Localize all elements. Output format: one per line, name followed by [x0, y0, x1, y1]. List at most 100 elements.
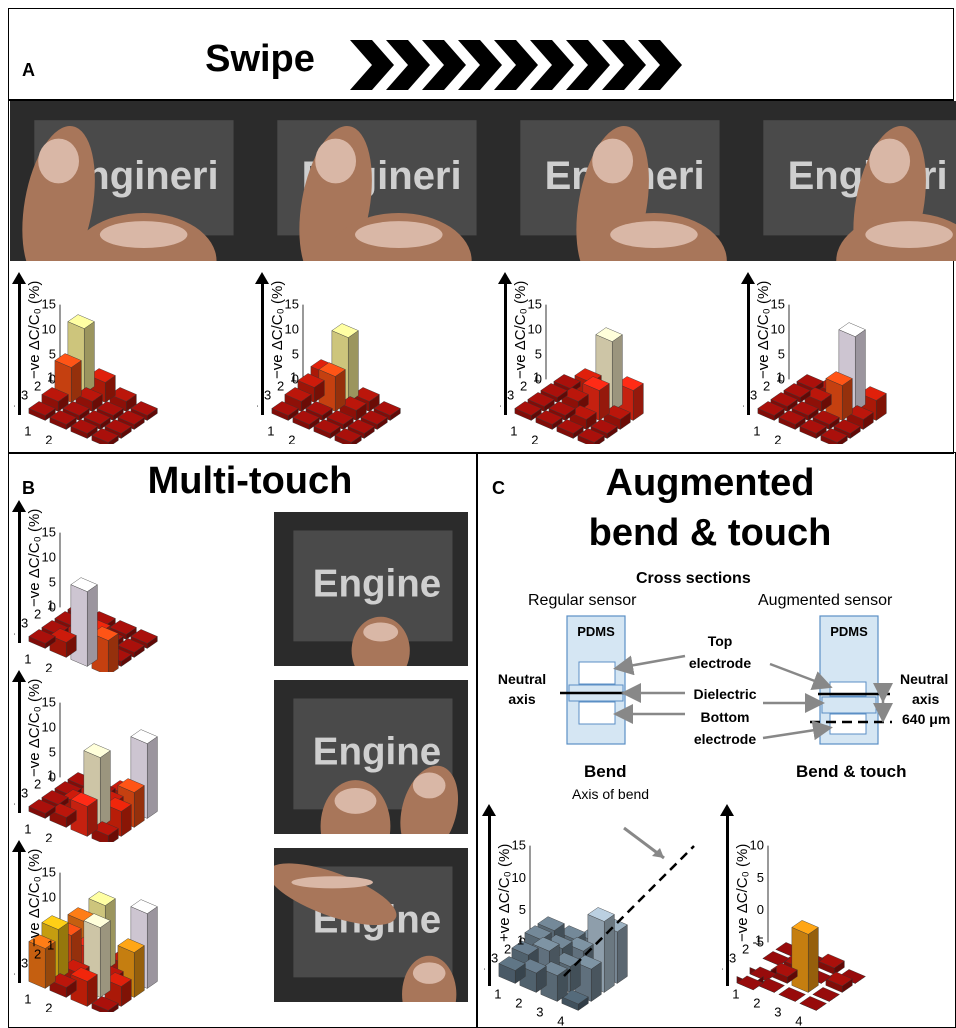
bar-r2-c2: [75, 387, 103, 412]
augmented-sensor-label: Augmented sensor: [758, 592, 893, 609]
y-tick-label: 15: [771, 297, 785, 312]
bar-r4-c3: [70, 419, 98, 439]
y-tick-label: 5: [778, 346, 785, 361]
col-tick-label: 1: [732, 987, 739, 1002]
bar-r4-c3: [556, 419, 584, 439]
bottom-electrode-label-1: Bottom: [701, 709, 750, 725]
multitouch-photo-2: Engine: [274, 680, 468, 834]
y-tick-label: 5: [535, 346, 542, 361]
bottom-electrode-arrow-right: [762, 720, 833, 741]
bar-r4-c1: [28, 401, 56, 421]
bar-r4-c4: [561, 989, 589, 1011]
row-tick-label: 3: [21, 616, 28, 631]
y-tick-label: 0: [49, 599, 56, 614]
bar-r1-c3: [817, 953, 845, 975]
row-tick-label: 1: [533, 370, 540, 385]
col-tick-label: 3: [552, 442, 559, 445]
panel-c-title-line2: bend & touch: [588, 512, 832, 554]
row-tick-label: 2: [504, 942, 511, 957]
multitouch-heatmap-chart-1: 05101512341234RowCol: [14, 525, 158, 672]
dielectric-label: Dielectric: [693, 686, 756, 702]
y-axis-label: −ve ΔC/C₀ (%): [26, 849, 43, 948]
y-axis-label: −ve ΔC/C₀ (%): [26, 281, 43, 380]
y-axis-label: −ve ΔC/C₀ (%): [734, 844, 751, 943]
y-axis-label: −ve ΔC/C₀ (%): [26, 509, 43, 608]
top-electrode-arrow-right: [769, 662, 833, 691]
multitouch-photo-1: Engine: [274, 512, 468, 666]
row-tick-label: 1: [47, 598, 54, 613]
row-tick-label: 2: [34, 379, 41, 394]
col-tick-label: 1: [24, 424, 31, 439]
row-tick-label: 1: [47, 938, 54, 953]
row-tick-label: 2: [763, 379, 770, 394]
bend-chart: 05101512341234RowCol: [484, 838, 628, 1027]
row-tick-label: 4: [14, 795, 15, 810]
cross-section-diagram: PDMS PDMS Top electrode Dielectric Botto…: [498, 615, 950, 747]
col-tick-label: 1: [267, 424, 274, 439]
y-tick-label: 0: [535, 371, 542, 386]
col-tick-label: 2: [45, 1001, 52, 1013]
panel-c-title-line1: Augmented: [605, 462, 815, 504]
y-axis-arrow: [12, 840, 26, 983]
col-tick-label: 1: [510, 424, 517, 439]
row-tick-label: 2: [34, 607, 41, 622]
bar-r2-c2: [804, 387, 832, 412]
y-tick-label: 15: [528, 297, 542, 312]
col-tick-label: 4: [557, 1014, 564, 1027]
top-electrode-label-2: electrode: [689, 655, 751, 671]
row-tick-label: 3: [21, 956, 28, 971]
photo-sensor-text: Engine: [313, 563, 441, 606]
bar-r4-c4: [91, 996, 119, 1012]
swipe-photo-4: Engineri: [739, 101, 956, 261]
bar-r3-c3: [791, 920, 819, 993]
bar-r4-c1: [736, 975, 764, 991]
y-axis-arrow: [12, 272, 26, 415]
bar-r4-c3: [799, 419, 827, 439]
y-tick-label: 0: [757, 902, 764, 917]
y-tick-label: 0: [49, 371, 56, 386]
col-tick-label: 2: [531, 433, 538, 445]
bar-r4-c3: [70, 792, 98, 837]
bar-r4-c1: [271, 401, 299, 421]
swipe-photo-2: Engineri: [253, 101, 496, 261]
bar-r2-c3: [825, 371, 853, 421]
row-tick-label: 4: [743, 397, 744, 412]
row-tick-label: 4: [500, 397, 501, 412]
bar-r3-c3: [569, 405, 597, 430]
row-tick-label: 2: [34, 947, 41, 962]
swipe-heatmap-chart-3: 05101512341234RowCol: [500, 297, 644, 445]
offset-label: 640 μm: [902, 711, 950, 727]
regular-sensor-label: Regular sensor: [528, 592, 637, 609]
row-tick-label: 4: [722, 960, 723, 975]
axis-of-bend-label: Axis of bend: [572, 786, 650, 802]
y-tick-label: 15: [512, 838, 526, 853]
bar-r4-c2: [49, 410, 77, 430]
top-electrode-arrow-left: [613, 654, 686, 676]
row-tick-label: 3: [264, 388, 271, 403]
bar-r4-c1: [28, 629, 56, 649]
bar-r4-c3: [778, 987, 806, 1002]
col-tick-label: 1: [753, 424, 760, 439]
col-tick-label: 2: [515, 996, 522, 1011]
y-tick-label: 10: [750, 838, 764, 853]
row-tick-label: 3: [750, 388, 757, 403]
row-tick-label: 1: [517, 933, 524, 948]
row-tick-label: 4: [484, 960, 485, 975]
y-tick-label: -5: [752, 934, 764, 949]
y-tick-label: 15: [42, 865, 56, 880]
y-tick-label: 5: [49, 744, 56, 759]
row-tick-label: 4: [257, 397, 258, 412]
y-axis-arrow: [12, 670, 26, 813]
y-tick-label: 5: [519, 902, 526, 917]
row-tick-label: 4: [14, 965, 15, 980]
pdms-label-right: PDMS: [830, 624, 868, 639]
multitouch-heatmap-chart-3: 05101512341234RowCol: [14, 865, 158, 1013]
bar-r4-c4: [91, 428, 119, 444]
bar-r2-c4: [825, 971, 853, 993]
swipe-heatmap-chart-4: 05101512341234RowCol: [743, 297, 887, 445]
col-tick-label: 2: [774, 433, 781, 445]
row-tick-label: 4: [14, 397, 15, 412]
regular-bottom-electrode: [578, 701, 616, 725]
row-tick-label: 3: [729, 951, 736, 966]
bar-r4-c1: [28, 799, 56, 819]
